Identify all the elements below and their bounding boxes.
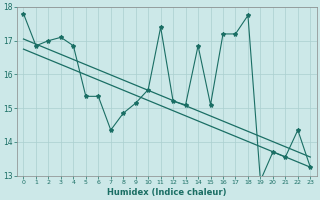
X-axis label: Humidex (Indice chaleur): Humidex (Indice chaleur): [107, 188, 227, 197]
